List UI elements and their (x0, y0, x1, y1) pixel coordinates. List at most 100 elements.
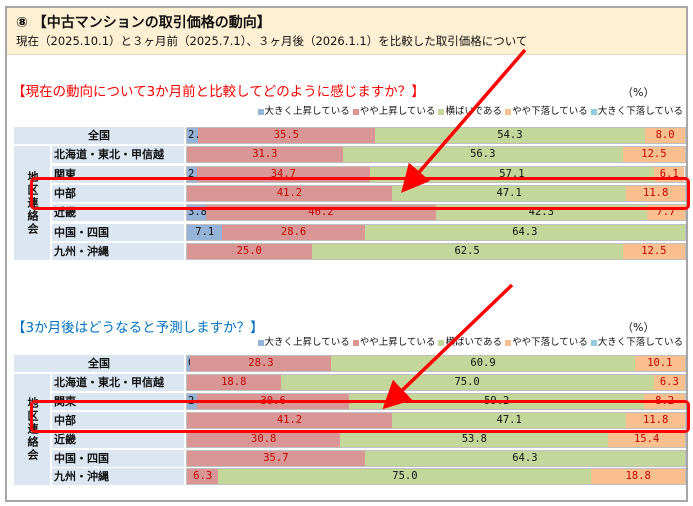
legend-swatch (352, 108, 359, 115)
category-label: 北海道・東北・甲信越 (52, 146, 184, 164)
legend-item: 大きく下落している (590, 334, 683, 348)
legend-label: 大きく上昇している (264, 106, 350, 117)
bar-segment: 28.3 (190, 356, 332, 371)
stacked-bar: 2.235.554.38.0 (186, 127, 686, 144)
bar-row: 近畿 30.8 53.8 15.4 (14, 430, 686, 448)
legend-label: やや下落している (512, 337, 588, 348)
arrow-1 (401, 48, 527, 193)
bar-segment: 35.7 (187, 450, 365, 466)
legend-item: やや上昇している (352, 334, 436, 348)
legend-label: やや上昇している (359, 106, 436, 117)
legend-swatch (257, 108, 264, 115)
category-label: 全国 (14, 127, 184, 144)
legend-label: 横ばいである (445, 337, 503, 348)
bar-segment: 12.5 (622, 147, 685, 163)
bar-segment: 54.3 (374, 128, 646, 143)
legend-item: やや下落している (505, 334, 588, 348)
category-label: 北海道・東北・甲信越 (52, 373, 184, 391)
bar-row: 北海道・東北・甲信越 18.8 75.0 6.3 (14, 373, 686, 391)
bar-row: 全国0.728.360.910.1 (14, 355, 686, 372)
bar-segment: 8.0 (645, 128, 685, 143)
group-label: 地区連絡会 (14, 146, 50, 261)
bar-row: 中国・四国 7.1 28.6 64.3 (14, 223, 686, 241)
legend-item: 大きく上昇している (257, 103, 350, 117)
bar-row: 全国2.235.554.38.0 (14, 127, 686, 144)
stacked-bar: 41.2 47.1 11.8 (186, 411, 686, 429)
legend-swatch (257, 339, 264, 346)
header: ⑧ 【中古マンションの取引価格の動向】 現在（2025.10.1）と３ヶ月前（2… (7, 8, 686, 55)
bar-segment: 41.2 (187, 412, 392, 428)
chart-1-title: 【現在の動向について3か月前と比較してどのように感じますか？】 (12, 84, 425, 100)
highlight-box-chubu-current (30, 177, 690, 210)
bar-segment: 75.0 (218, 469, 592, 485)
bar-segment: 64.3 (364, 224, 685, 240)
stacked-bar: 30.8 53.8 15.4 (186, 430, 686, 448)
legend-swatch (352, 339, 359, 346)
chart-2-unit: （%） (622, 321, 655, 334)
legend-swatch (438, 339, 445, 346)
stacked-bar: 0.728.360.910.1 (186, 355, 686, 372)
category-label: 中部 (52, 184, 184, 202)
legend-item: 横ばいである (438, 334, 502, 348)
legend-label: 大きく上昇している (264, 337, 350, 348)
legend-item: やや上昇している (352, 103, 436, 117)
bar-segment: 47.1 (391, 412, 627, 428)
legend-label: やや下落している (512, 106, 588, 117)
bar-segment: 41.2 (187, 185, 392, 201)
stacked-bar: 18.8 75.0 6.3 (186, 373, 686, 391)
legend-swatch (505, 339, 512, 346)
category-label: 九州・沖縄 (52, 242, 184, 260)
bar-segment: 47.1 (391, 185, 627, 201)
category-label: 中部 (52, 411, 184, 429)
bar-row: 中部 41.2 47.1 11.8 (14, 184, 686, 202)
bar-segment: 31.3 (187, 147, 343, 163)
bar-segment: 35.5 (197, 128, 375, 143)
stacked-bar: 25.0 62.5 12.5 (186, 242, 686, 260)
page-subtitle: 現在（2025.10.1）と３ヶ月前（2025.7.1）、３ヶ月後（2026.1… (16, 34, 528, 48)
stacked-bar: 31.3 56.3 12.5 (186, 146, 686, 164)
arrow-2 (382, 283, 514, 410)
category-label: 九州・沖縄 (52, 468, 184, 486)
bar-segment: 10.1 (634, 356, 685, 371)
bar-segment: 53.8 (340, 431, 609, 447)
bar-segment: 18.8 (591, 469, 685, 485)
bar-segment: 60.9 (331, 356, 635, 371)
page-title: ⑧ 【中古マンションの取引価格の動向】 (16, 15, 271, 31)
bar-segment: 6.3 (653, 374, 685, 390)
bar-segment: 56.3 (342, 147, 623, 163)
bar-row: 九州・沖縄 25.0 62.5 12.5 (14, 242, 686, 260)
bar-row: 中国・四国 35.7 64.3 (14, 449, 686, 467)
chart-2-title: 【3か月後はどうなると予測しますか？】 (12, 320, 264, 336)
category-label: 全国 (14, 355, 184, 372)
bar-segment: 12.5 (622, 243, 685, 259)
legend-item: やや下落している (505, 103, 588, 117)
bar-segment: 75.0 (280, 374, 654, 390)
legend-swatch (505, 108, 512, 115)
stacked-bar: 7.1 28.6 64.3 (186, 223, 686, 241)
stacked-bar: 41.2 47.1 11.8 (186, 184, 686, 202)
legend-label: 大きく下落している (597, 337, 683, 348)
bar-segment: 15.4 (608, 431, 685, 447)
category-label: 中国・四国 (52, 449, 184, 467)
stacked-bar: 35.7 64.3 (186, 449, 686, 467)
legend-swatch (590, 108, 597, 115)
legend-item: 大きく上昇している (257, 334, 350, 348)
bar-row: 中部 41.2 47.1 11.8 (14, 411, 686, 429)
bar-segment: 11.8 (626, 412, 685, 428)
legend-label: 大きく下落している (597, 106, 683, 117)
bar-segment: 11.8 (626, 185, 685, 201)
legend-item: 大きく下落している (590, 103, 683, 117)
bar-segment: 7.1 (187, 224, 223, 240)
bar-segment: 25.0 (187, 243, 312, 259)
bar-segment: 18.8 (187, 374, 281, 390)
highlight-box-chubu-forecast (30, 400, 690, 433)
bar-segment: 6.3 (187, 469, 219, 485)
stacked-bar: 2.030.659.28.2 (186, 392, 686, 410)
chart-1-unit: （%） (622, 86, 655, 99)
bar-row: 北海道・東北・甲信越 31.3 56.3 12.5 (14, 146, 686, 164)
category-label: 中国・四国 (52, 223, 184, 241)
legend-label: やや上昇している (359, 337, 436, 348)
stacked-bar: 6.3 75.0 18.8 (186, 468, 686, 486)
bar-segment: 30.8 (187, 431, 341, 447)
